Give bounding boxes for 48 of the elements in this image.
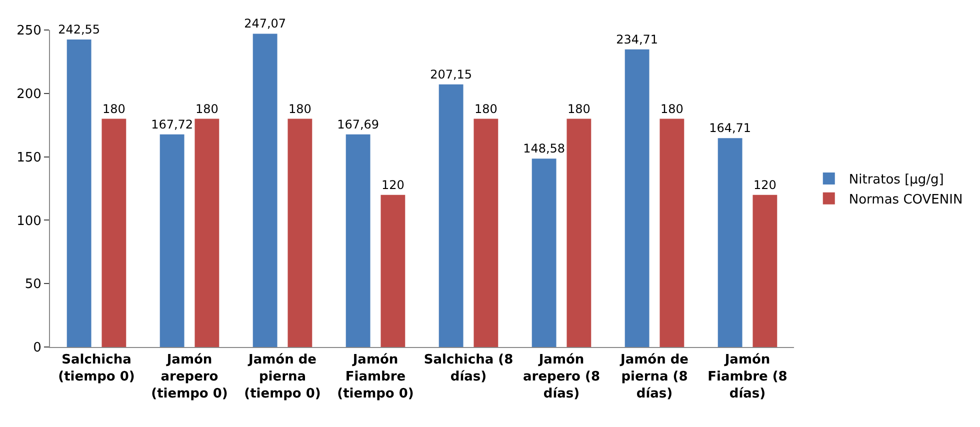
y-tick-label: 100	[16, 214, 42, 229]
data-label: 180	[102, 102, 126, 116]
bar	[102, 118, 126, 347]
bar	[66, 39, 92, 347]
data-label: 120	[381, 178, 404, 192]
y-tick-label: 250	[16, 24, 42, 39]
bar	[532, 158, 556, 347]
data-label: 148,58	[523, 142, 566, 156]
y-tick-label: 150	[16, 150, 42, 166]
data-label: 234,71	[616, 32, 658, 46]
x-tick-label: Jamón de pierna (tiempo 0)	[244, 352, 321, 402]
x-tick-label: Jamón de pierna (8 días)	[620, 352, 689, 402]
bar	[566, 118, 592, 347]
y-tick-label: 200	[16, 86, 42, 102]
bar	[194, 118, 220, 347]
bar	[438, 84, 464, 347]
data-label: 207,15	[430, 67, 472, 82]
x-tick-label: Jamón arepero (tiempo 0)	[151, 352, 228, 402]
data-label: 180	[474, 102, 498, 116]
legend-label: Nitratos [µg/g]	[848, 172, 944, 188]
bar	[346, 134, 370, 347]
x-tick-label: Jamón Fiambre (8 días)	[708, 352, 788, 402]
x-tick-label: Salchicha (tiempo 0)	[58, 352, 135, 384]
bar	[474, 118, 498, 347]
data-label: 180	[567, 102, 590, 116]
bar	[660, 118, 684, 347]
y-tick-label: 0	[33, 340, 42, 356]
legend-label: Normas COVENIN	[848, 192, 963, 208]
bar	[288, 118, 312, 347]
data-label: 242,55	[58, 22, 100, 36]
data-label: 167,69	[337, 117, 380, 132]
bar	[380, 194, 406, 347]
data-label: 164,71	[709, 121, 752, 136]
bar	[752, 194, 778, 347]
bar	[718, 138, 742, 347]
data-label: 180	[195, 102, 218, 116]
bar	[160, 134, 184, 347]
bar	[252, 34, 278, 347]
data-label: 120	[753, 178, 776, 192]
data-label: 180	[660, 102, 684, 116]
x-tick-label: Jamón Fiambre (tiempo 0)	[337, 352, 414, 402]
x-tick-label: Jamón arepero (8 días)	[523, 352, 600, 402]
data-label: 180	[288, 102, 312, 116]
y-tick-label: 50	[24, 277, 42, 292]
x-tick-label: Salchicha (8 días)	[424, 352, 514, 384]
data-label: 167,72	[151, 117, 194, 132]
bar	[624, 49, 650, 347]
data-label: 247,07	[244, 16, 286, 31]
